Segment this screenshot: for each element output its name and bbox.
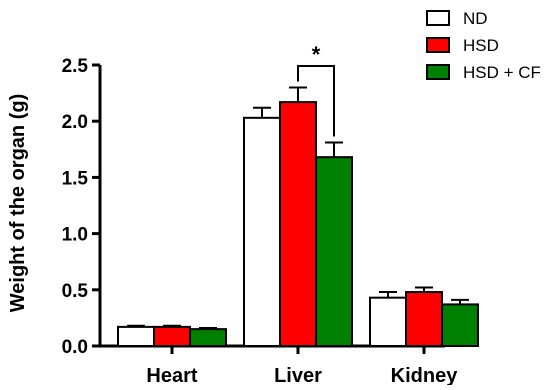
x-tick-label-heart: Heart <box>146 365 197 385</box>
x-tick-labels: Heart Liver Kidney <box>146 365 459 387</box>
bar-liver-nd <box>243 116 281 347</box>
legend-label-hsd-cf: HSD + CF <box>463 63 541 82</box>
legend-label-nd: ND <box>463 9 488 28</box>
bar-kidney-nd <box>369 296 407 347</box>
legend-swatch-hsd-cf <box>426 64 450 80</box>
significance-star: * <box>312 42 321 67</box>
legend-label-hsd: HSD <box>463 36 499 55</box>
bar-heart-hsd <box>153 325 191 347</box>
bars <box>117 101 479 348</box>
y-axis-label-group: Weight of the organ (g) <box>7 94 29 313</box>
y-tick-label: 1.0 <box>62 225 88 246</box>
bar-kidney-hsd-cf <box>441 303 479 347</box>
legend: ND HSD HSD + CF <box>426 9 541 82</box>
legend-swatch-hsd <box>426 37 450 53</box>
bar-heart-hsd-cf <box>189 328 227 348</box>
y-tick-label: 0.5 <box>62 281 89 302</box>
bar-liver-hsd-cf <box>315 156 353 347</box>
error-bars <box>127 86 469 330</box>
legend-swatch-nd <box>426 10 450 26</box>
bar-heart-nd <box>117 325 155 347</box>
y-axis-label: Weight of the organ (g) <box>7 94 29 313</box>
y-tick-label: 0.0 <box>62 337 88 358</box>
significance-bracket <box>297 65 335 137</box>
y-tick-label: 2.5 <box>62 56 89 77</box>
bar-kidney-hsd <box>405 291 443 348</box>
y-tick-label: 2.0 <box>62 112 88 133</box>
x-tick-label-kidney: Kidney <box>391 365 459 385</box>
bar-liver-hsd <box>279 101 317 348</box>
annotations: * <box>297 42 335 137</box>
y-tick-label: 1.5 <box>62 168 89 189</box>
x-tick-label-liver: Liver <box>274 365 322 385</box>
